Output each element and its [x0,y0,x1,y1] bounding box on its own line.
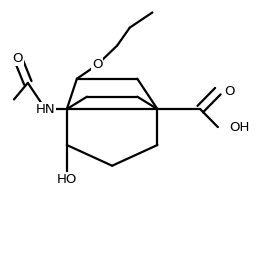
Text: O: O [224,85,235,98]
Text: HN: HN [36,103,55,116]
Text: OH: OH [229,121,250,134]
Text: HO: HO [57,173,77,186]
Text: O: O [92,58,102,71]
Text: O: O [13,52,23,64]
